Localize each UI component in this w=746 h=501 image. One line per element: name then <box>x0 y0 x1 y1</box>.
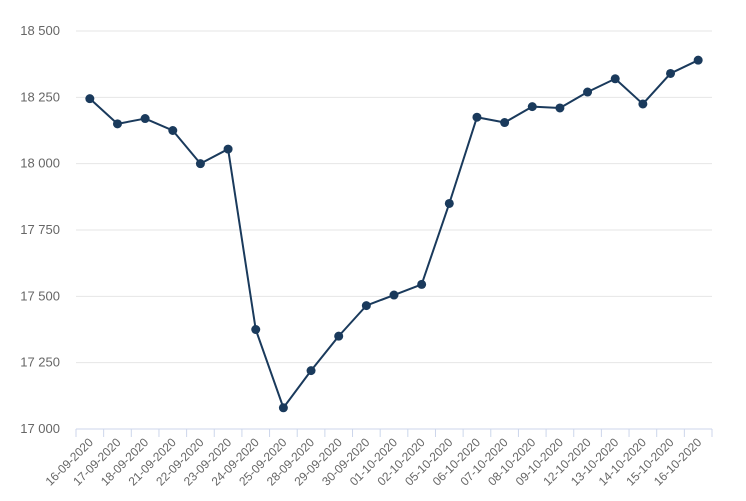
y-tick-label: 18 500 <box>20 23 60 38</box>
data-point[interactable] <box>500 118 510 128</box>
y-axis-tick-labels: 17 000 17 250 17 500 17 750 18 000 18 250 18 5… <box>20 23 60 436</box>
gridlines <box>76 30 712 364</box>
data-point[interactable] <box>251 325 261 334</box>
data-point[interactable] <box>693 55 703 65</box>
data-points <box>85 55 703 413</box>
y-tick-label: 18 000 <box>20 156 60 171</box>
data-point[interactable] <box>638 99 648 109</box>
data-point[interactable] <box>195 159 205 169</box>
data-point[interactable] <box>610 74 620 84</box>
data-point[interactable] <box>417 279 427 289</box>
data-point[interactable] <box>444 198 454 208</box>
data-point[interactable] <box>472 112 482 122</box>
data-point[interactable] <box>334 331 344 341</box>
x-axis-tick-labels: 16-09-202017-09-202018-09-202021-09-2020… <box>43 429 713 489</box>
data-point[interactable] <box>555 103 565 113</box>
data-point[interactable] <box>112 119 122 129</box>
data-point[interactable] <box>168 126 178 135</box>
data-point[interactable] <box>527 102 537 112</box>
data-point[interactable] <box>278 403 288 413</box>
data-point[interactable] <box>361 301 371 311</box>
data-point[interactable] <box>223 144 233 154</box>
series <box>89 59 699 409</box>
data-point[interactable] <box>583 87 593 97</box>
series-line <box>89 59 699 409</box>
y-tick-label: 17 250 <box>20 355 60 370</box>
y-tick-label: 17 500 <box>20 288 60 303</box>
data-point[interactable] <box>140 114 150 124</box>
y-tick-label: 17 750 <box>20 222 60 237</box>
data-point[interactable] <box>389 290 399 300</box>
data-point[interactable] <box>85 94 95 104</box>
data-point[interactable] <box>666 68 676 78</box>
data-point[interactable] <box>306 366 316 376</box>
y-tick-label: 18 250 <box>20 89 60 104</box>
y-tick-label: 17 000 <box>20 421 60 436</box>
